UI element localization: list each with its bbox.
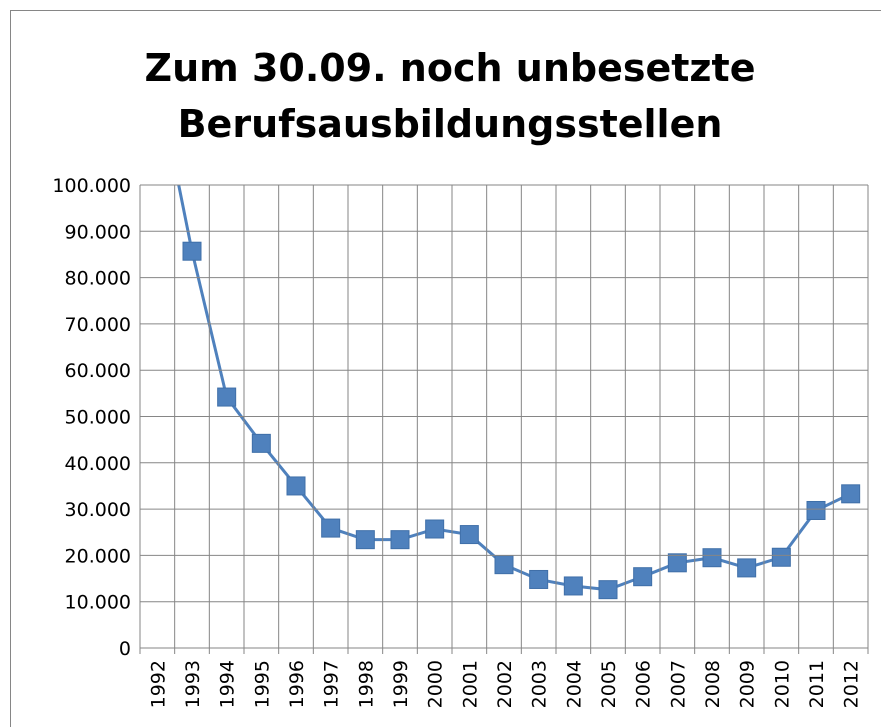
y-tick-label: 60.000 [65, 360, 131, 382]
data-point [563, 576, 583, 596]
y-tick-label: 20.000 [65, 545, 131, 567]
y-tick-label: 70.000 [65, 314, 131, 336]
y-tick-label: 40.000 [65, 453, 131, 475]
data-point [633, 567, 653, 587]
x-tick-label: 2005 [598, 660, 620, 708]
x-tick-label: 1993 [182, 660, 204, 708]
x-tick-label: 2011 [806, 660, 828, 708]
data-point [737, 558, 757, 578]
data-point [702, 548, 722, 568]
x-tick-label: 2004 [563, 660, 585, 708]
data-point [425, 519, 445, 539]
data-point [355, 530, 375, 550]
plot-area [177, 185, 861, 600]
data-point [390, 530, 410, 550]
y-tick-label: 100.000 [52, 175, 131, 197]
x-tick-label: 2001 [459, 660, 481, 708]
x-tick-label: 2006 [633, 660, 655, 708]
data-point [459, 525, 479, 545]
data-point [806, 500, 826, 520]
y-tick-label: 90.000 [65, 221, 131, 243]
data-point [494, 555, 514, 575]
x-tick-label: 2002 [494, 660, 516, 708]
x-tick-label: 1999 [390, 660, 412, 708]
data-point [667, 553, 687, 573]
x-tick-label: 2012 [841, 660, 863, 708]
x-tick-label: 2010 [771, 660, 793, 708]
chart-title: Zum 30.09. noch unbesetzte Berufsausbild… [144, 46, 756, 146]
x-tick-label: 1998 [355, 660, 377, 708]
chart-border [10, 10, 881, 727]
data-point [771, 547, 791, 567]
x-tick-label: 1992 [147, 660, 169, 708]
data-point [321, 518, 341, 538]
y-tick-label: 10.000 [65, 592, 131, 614]
y-tick-label: 0 [119, 638, 131, 660]
x-tick-label: 2008 [702, 660, 724, 708]
x-tick-label: 1995 [251, 660, 273, 708]
y-tick-label: 30.000 [65, 499, 131, 521]
x-tick-label: 2000 [425, 660, 447, 708]
data-point [251, 433, 271, 453]
data-point [841, 484, 861, 504]
x-tick-label: 1994 [217, 660, 239, 708]
x-tick-label: 1997 [321, 660, 343, 708]
data-point [529, 569, 549, 589]
x-tick-label: 1996 [286, 660, 308, 708]
data-point [217, 387, 237, 407]
data-point [182, 241, 202, 261]
data-point [598, 580, 618, 600]
x-tick-label: 2009 [737, 660, 759, 708]
data-point [286, 476, 306, 496]
x-tick-label: 2007 [667, 660, 689, 708]
y-tick-label: 50.000 [65, 407, 131, 429]
y-tick-label: 80.000 [65, 268, 131, 290]
x-tick-label: 2003 [529, 660, 551, 708]
